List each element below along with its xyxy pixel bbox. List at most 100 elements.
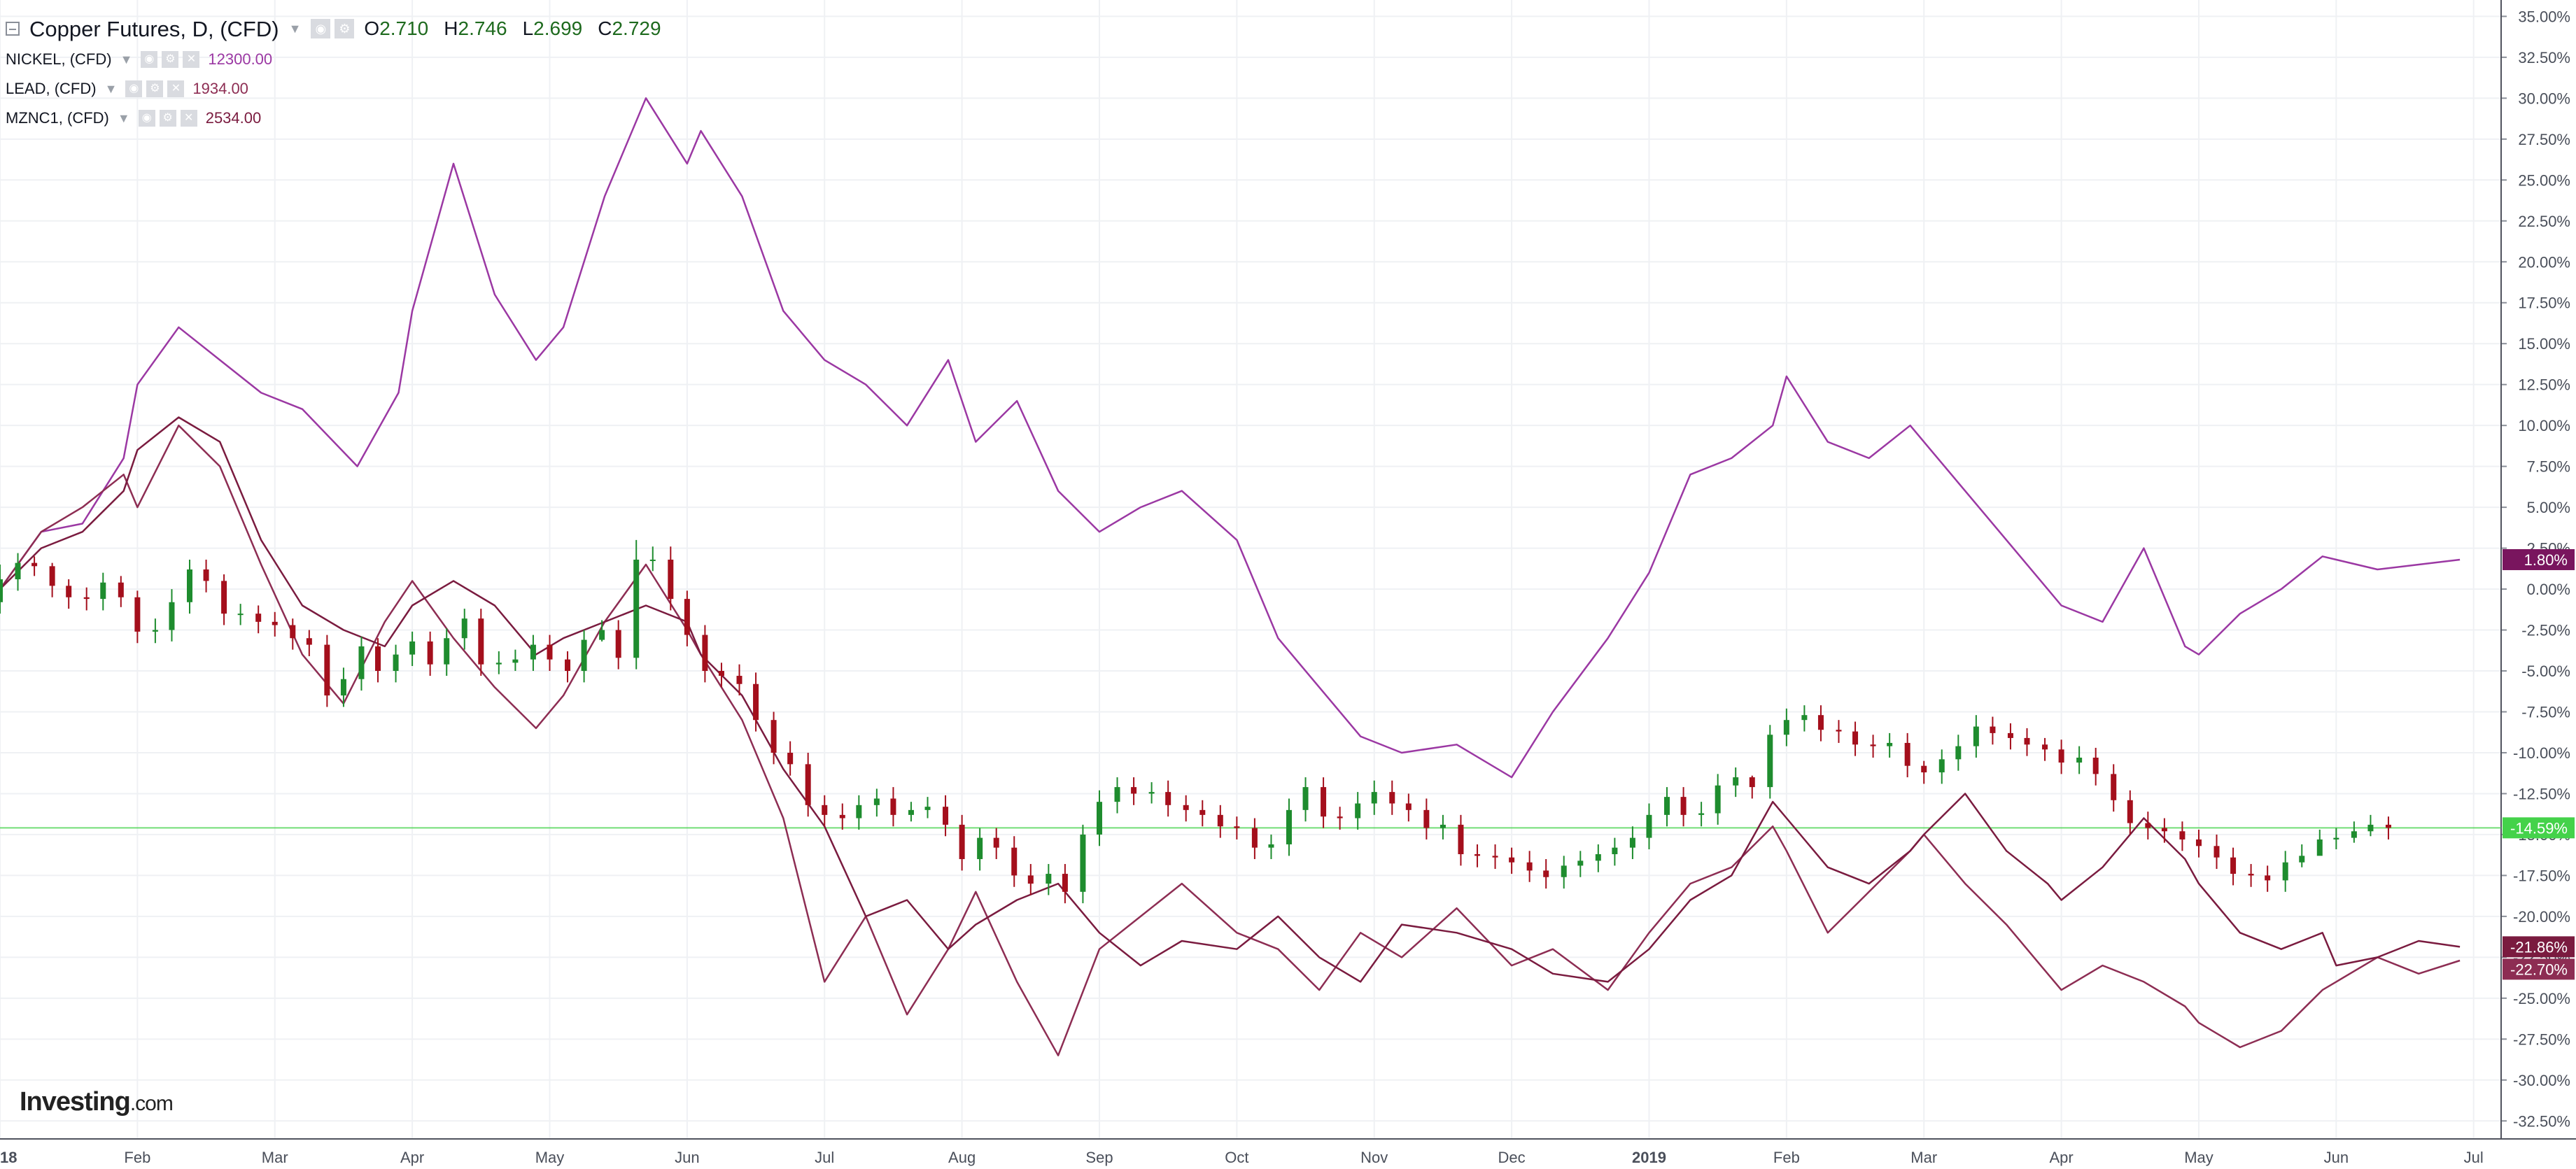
series-name-lead: LEAD, (CFD) (6, 80, 97, 97)
candle-body (1355, 803, 1361, 819)
candle-body (1595, 854, 1601, 861)
series-line (0, 416, 2461, 983)
candle-body (684, 599, 690, 635)
candle-body (1458, 824, 1464, 854)
x-tick-label: Jun (2324, 1149, 2349, 1166)
y-tick-label: 20.00% (2518, 253, 2570, 271)
candle-body (1321, 787, 1327, 817)
candle-body (1440, 824, 1446, 828)
candle-body (615, 630, 621, 658)
collapse-legend-icon[interactable] (6, 22, 20, 36)
legend-row-mznc1: MZNC1, (CFD) ▼ ◉ ⚙ ✕ 2534.00 (6, 104, 661, 133)
legend-main-series: Copper Futures, D, (CFD) ▼ ◉ ⚙ O2.710 H2… (6, 13, 661, 45)
y-tick-label: 32.50% (2518, 49, 2570, 66)
candle-body (1817, 715, 1824, 730)
candle-body (1251, 828, 1258, 848)
candle-body (2179, 831, 2186, 839)
candle-body (1492, 856, 1498, 858)
candle-body (1938, 759, 1945, 773)
chevron-down-icon[interactable]: ▼ (120, 52, 133, 66)
candle-body (1062, 874, 1068, 892)
settings-icon[interactable]: ⚙ (162, 51, 179, 68)
candle-body (237, 614, 244, 616)
series-buttons-mznc1: ◉ ⚙ ✕ (138, 110, 197, 127)
current-value-text: 1.80% (2524, 551, 2568, 569)
x-tick-label: May (2184, 1149, 2213, 1166)
y-tick-label: -17.50% (2513, 867, 2570, 884)
current-value-text: -14.59% (2510, 819, 2568, 837)
candle-body (856, 805, 862, 819)
candle-body (1389, 792, 1395, 804)
close-icon[interactable]: ✕ (180, 110, 197, 127)
candle-body (2145, 823, 2151, 828)
y-tick-label: -25.00% (2513, 990, 2570, 1007)
y-tick-label: 12.50% (2518, 376, 2570, 394)
candle-body (1577, 860, 1584, 866)
candle-body (1217, 814, 1223, 827)
high-label: H (444, 17, 458, 39)
candle-body (1836, 730, 1842, 732)
candle-body (2024, 737, 2030, 745)
settings-icon[interactable]: ⚙ (159, 110, 176, 127)
candle-body (1148, 792, 1155, 794)
candle-body (306, 638, 312, 645)
series-value-lead: 1934.00 (192, 80, 248, 97)
candle-body (805, 764, 811, 805)
settings-icon[interactable]: ⚙ (146, 80, 164, 97)
candle-body (2333, 837, 2339, 839)
series-line (0, 424, 2461, 1056)
ohlc-values: O2.710 H2.746 L2.699 C2.729 (364, 19, 661, 38)
y-tick-label: 17.50% (2518, 295, 2570, 312)
visibility-icon[interactable]: ◉ (138, 110, 155, 127)
candle-body (1646, 814, 1652, 838)
candle-body (2230, 857, 2237, 874)
y-tick-label: 0.00% (2527, 581, 2570, 598)
visibility-icon[interactable]: ◉ (125, 80, 143, 97)
candle-body (1199, 809, 1206, 815)
candle-body (1234, 826, 1240, 828)
chevron-down-icon[interactable]: ▼ (117, 111, 130, 125)
candle-body (1561, 865, 1567, 877)
x-tick-label: 2018 (0, 1149, 17, 1166)
close-label: C (598, 17, 612, 39)
candle-body (1027, 875, 1034, 884)
candle-body (993, 837, 999, 848)
candle-body (1011, 847, 1018, 876)
visibility-icon[interactable]: ◉ (311, 19, 331, 38)
candle-body (324, 644, 330, 696)
candle-body (1852, 731, 1859, 745)
candle-body (1973, 726, 1979, 746)
candle-body (100, 582, 106, 600)
candle-body (1904, 742, 1910, 766)
legend-row-nickel: NICKEL, (CFD) ▼ ◉ ⚙ ✕ 12300.00 (6, 45, 661, 74)
open-label: O (364, 17, 380, 39)
candle-body (2042, 744, 2048, 750)
chevron-down-icon[interactable]: ▼ (104, 82, 118, 96)
close-icon[interactable]: ✕ (167, 80, 185, 97)
visibility-icon[interactable]: ◉ (141, 51, 158, 68)
candle-body (1526, 862, 1533, 871)
chevron-down-icon[interactable]: ▼ (288, 22, 302, 36)
candle-body (1080, 834, 1086, 892)
candle-body (2195, 839, 2202, 846)
candle-body (2282, 862, 2288, 881)
candle-body (461, 618, 467, 639)
candle-body (1921, 765, 1927, 773)
candle-body (31, 562, 38, 567)
candle-body (702, 635, 708, 672)
candle-body (134, 597, 141, 632)
candle-body (409, 641, 416, 655)
candle-body (83, 597, 90, 600)
candle-body (1268, 844, 1274, 848)
candle-body (1801, 715, 1808, 721)
candle-body (633, 559, 640, 658)
candle-body (649, 559, 656, 561)
candle-body (1543, 870, 1549, 877)
series-buttons-nickel: ◉ ⚙ ✕ (141, 51, 200, 68)
y-tick-label: -27.50% (2513, 1030, 2570, 1048)
investing-logo[interactable]: Investing.com (20, 1087, 174, 1117)
settings-icon[interactable]: ⚙ (335, 19, 355, 38)
candle-body (1698, 813, 1705, 815)
close-icon[interactable]: ✕ (183, 51, 200, 68)
